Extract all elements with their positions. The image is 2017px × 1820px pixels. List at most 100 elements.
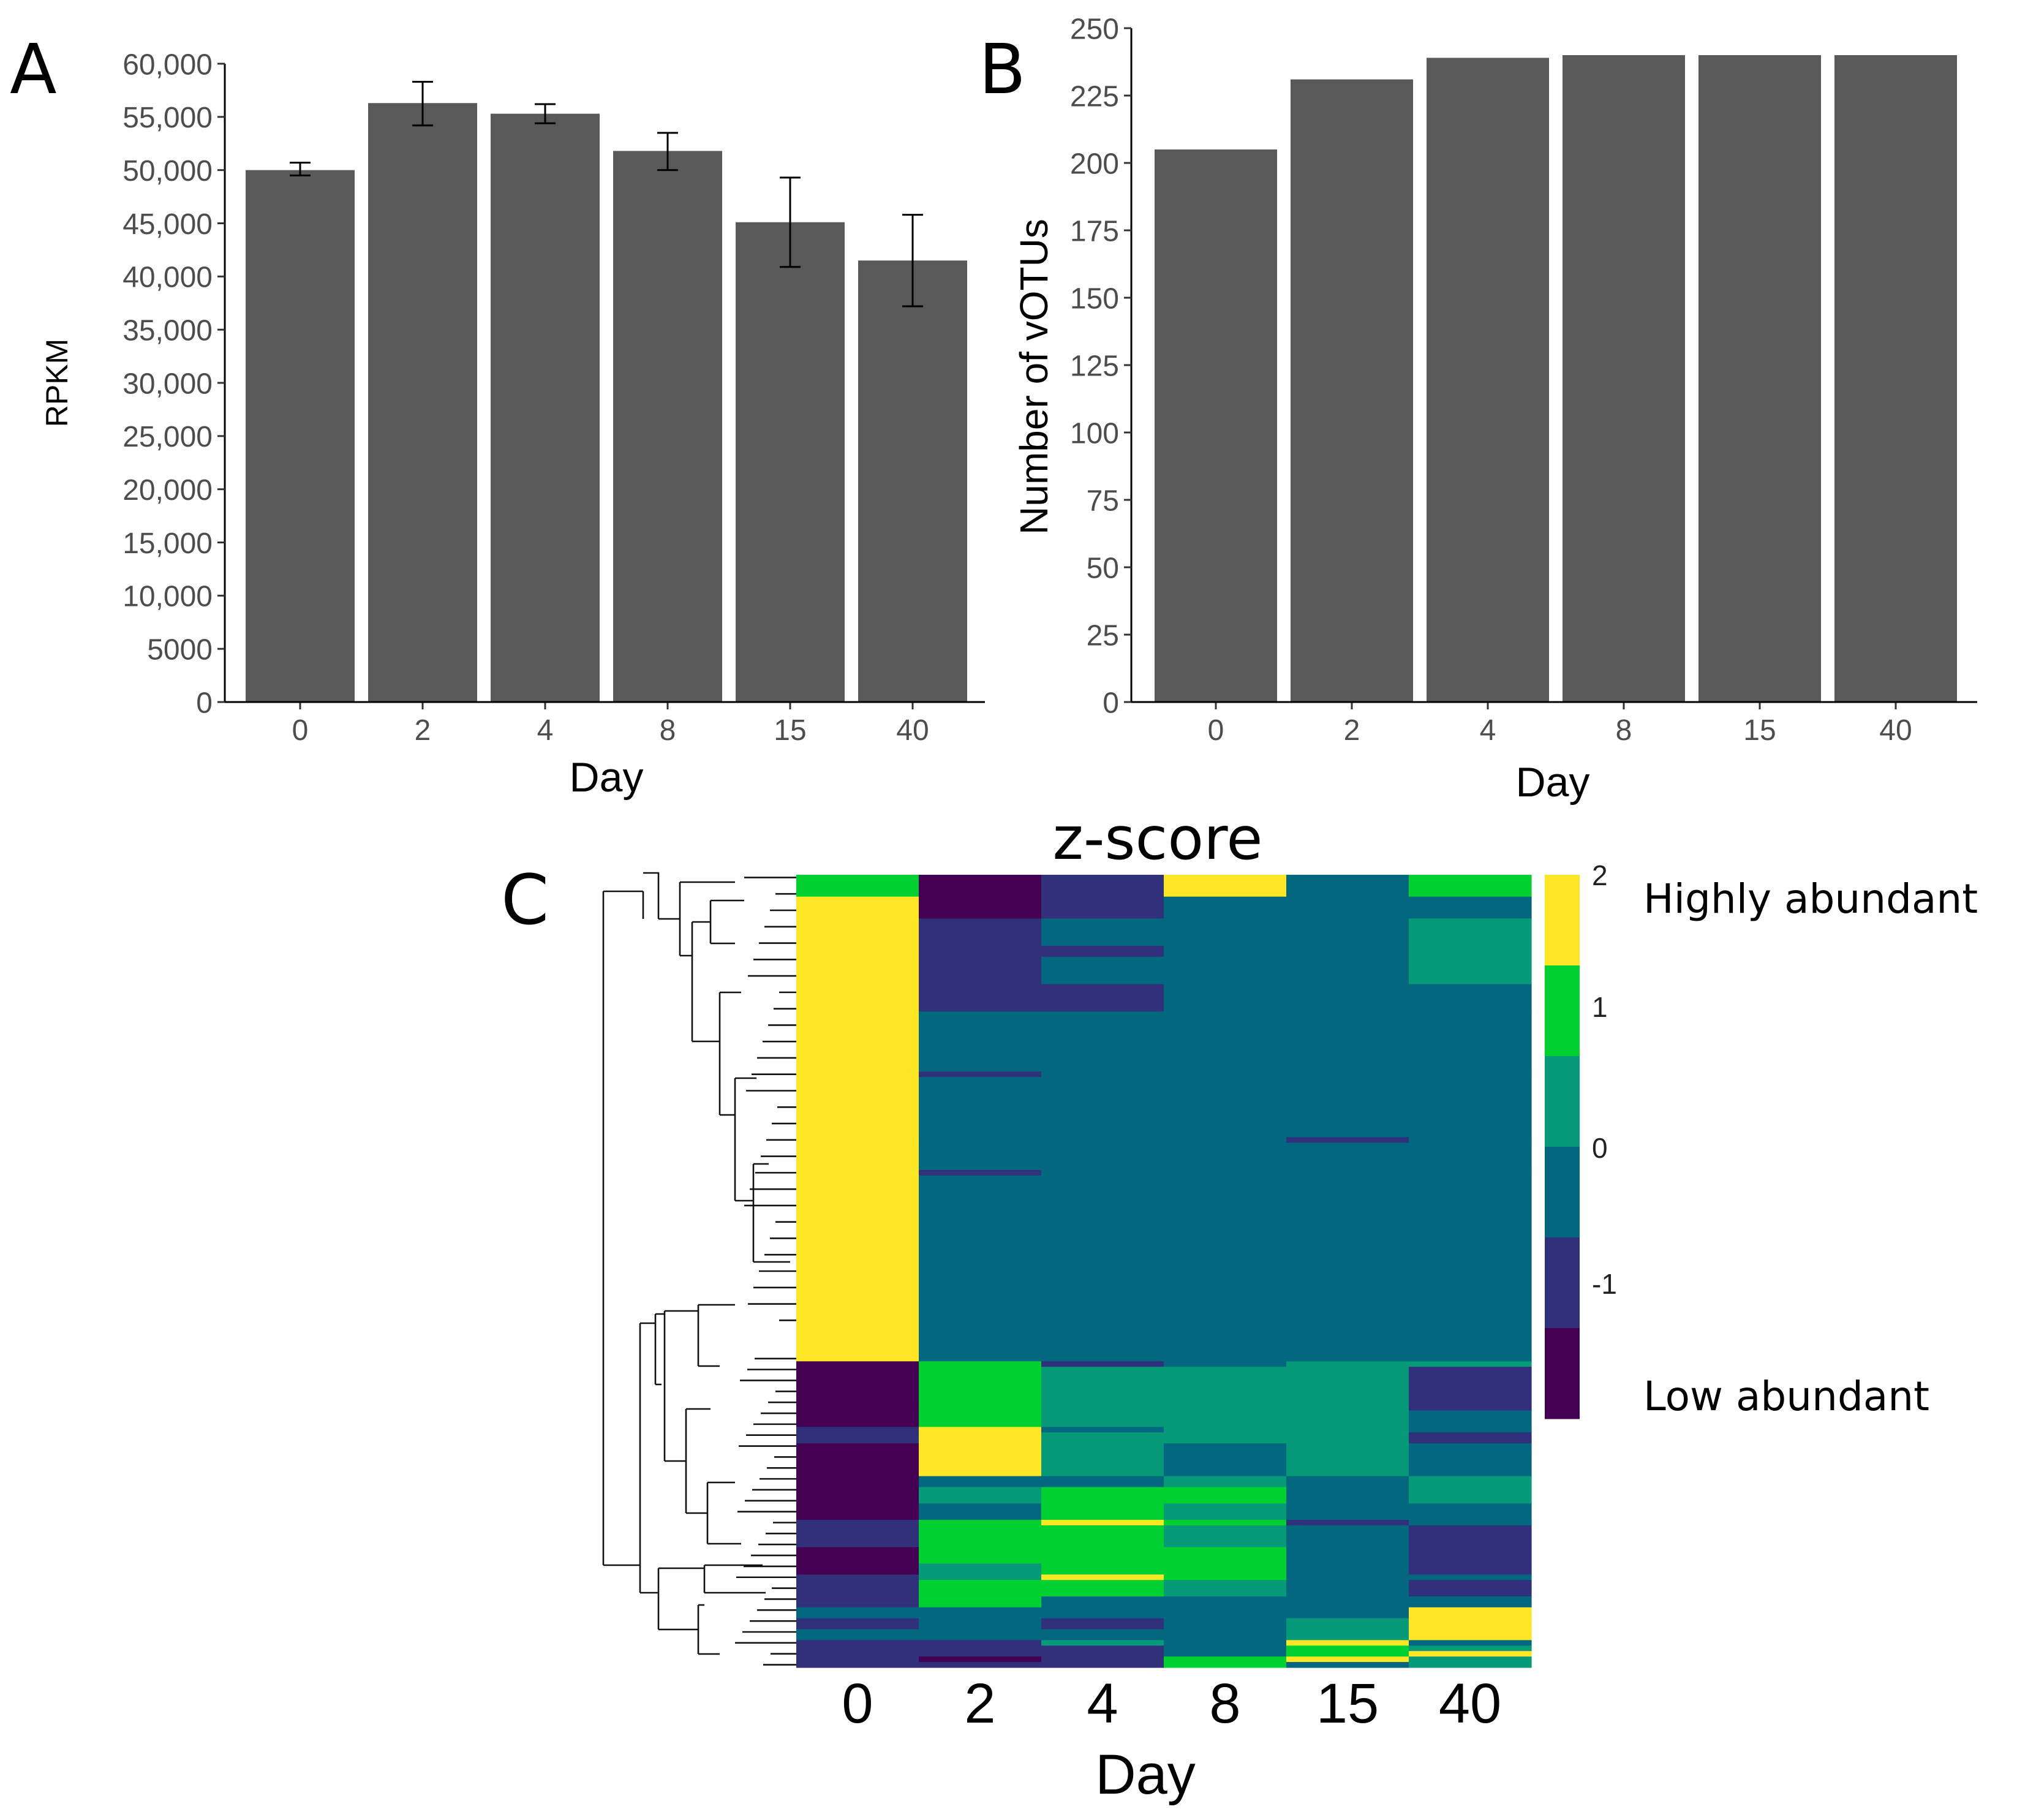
heatmap-cell: [1409, 918, 1532, 946]
heatmap-cell: [1041, 1645, 1164, 1652]
heatmap-cell: [919, 1651, 1042, 1657]
panel-a-bar-40: [858, 260, 967, 702]
heatmap-cell: [1286, 1427, 1409, 1433]
heatmap-cell: [1164, 1629, 1287, 1641]
heatmap-cell: [796, 1547, 919, 1565]
heatmap-cell: [1409, 1525, 1532, 1548]
heatmap-cell: [1164, 1596, 1287, 1608]
heatmap-cell: [1041, 1525, 1164, 1548]
heatmap-cell: [1164, 1476, 1287, 1488]
heatmap-cell: [796, 1137, 919, 1143]
heatmap-cell: [1041, 1077, 1164, 1138]
panel-b-bar-40: [1834, 55, 1957, 702]
heatmap-cell: [1164, 1432, 1287, 1444]
heatmap-cell: [1164, 1011, 1287, 1072]
panel-b-x-tick-label: 40: [1879, 714, 1912, 747]
colorbar-segment: [1545, 1237, 1580, 1329]
heatmap-cell: [1041, 1487, 1164, 1504]
panel-a-y-tick-label: 25,000: [123, 421, 213, 453]
heatmap-cell: [1164, 1361, 1287, 1367]
heatmap-cell: [1041, 1432, 1164, 1444]
heatmap-cell: [796, 1487, 919, 1504]
heatmap-column-label-0: 0: [842, 1672, 873, 1735]
panel-a-x-tick-label: 8: [660, 714, 676, 747]
heatmap-cell: [796, 1142, 919, 1171]
panel-a-error-bar-2: [412, 81, 433, 127]
heatmap-cell: [1409, 946, 1532, 957]
panel-a-bar-0: [246, 170, 355, 703]
heatmap-cell: [1286, 1137, 1409, 1143]
heatmap-cell: [1286, 1476, 1409, 1488]
heatmap-cell: [1286, 1640, 1409, 1646]
heatmap-cell: [1164, 1410, 1287, 1427]
heatmap-cell: [1286, 1410, 1409, 1427]
heatmap-cell: [1164, 1520, 1287, 1526]
heatmap-cell: [919, 1656, 1042, 1663]
heatmap-cell: [919, 1520, 1042, 1526]
dendrogram-branch: [685, 1408, 711, 1514]
colorbar-segment: [1545, 875, 1580, 966]
heatmap-cell: [919, 1137, 1042, 1143]
colorbar-segment: [1545, 965, 1580, 1057]
heatmap-cells: [796, 875, 1532, 1668]
heatmap-cell: [1041, 875, 1164, 897]
heatmap-cell: [1409, 1618, 1532, 1630]
heatmap-cell: [796, 1367, 919, 1411]
heatmap-cell: [1164, 1618, 1287, 1630]
panel-label-c: C: [501, 861, 549, 940]
heatmap-cell: [1041, 1547, 1164, 1565]
panel-b-y-tick-label: 225: [1070, 80, 1119, 113]
heatmap-cell: [1409, 1427, 1532, 1433]
panel-a-y-label: RPKM: [40, 339, 74, 427]
dendrogram-branch: [654, 1313, 665, 1386]
heatmap-cell: [1164, 896, 1287, 919]
heatmap-cell: [919, 1596, 1042, 1608]
panel-a-y-tick-label: 45,000: [123, 208, 213, 241]
heatmap-cell: [796, 984, 919, 1012]
dendrogram-branch: [703, 1564, 766, 1594]
heatmap-cell: [1041, 1563, 1164, 1575]
heatmap-cell: [1286, 875, 1409, 897]
heatmap-cell: [1164, 1454, 1287, 1477]
panel-a-y-tick-label: 40,000: [123, 262, 213, 294]
heatmap-cell: [919, 1427, 1042, 1433]
heatmap-cell: [796, 1651, 919, 1657]
heatmap-column-label-40: 40: [1439, 1672, 1501, 1735]
heatmap-cell: [919, 1077, 1042, 1138]
heatmap-cell: [1409, 1071, 1532, 1078]
panel-b-y-tick-label: 75: [1087, 485, 1119, 517]
heatmap-cell: [919, 1432, 1042, 1444]
heatmap-cell: [1164, 1487, 1287, 1504]
heatmap-cell: [919, 1476, 1042, 1488]
dendrogram-branch: [697, 1304, 735, 1367]
heatmap-cell: [1286, 1525, 1409, 1548]
heatmap-column-label-15: 15: [1316, 1672, 1379, 1735]
heatmap-cell: [1041, 1640, 1164, 1646]
heatmap-cell: [1041, 1367, 1164, 1411]
heatmap-cell: [1164, 984, 1287, 1012]
heatmap-cell: [1409, 1169, 1532, 1176]
heatmap-cell: [1409, 1563, 1532, 1575]
panel-b-bar-8: [1563, 55, 1685, 702]
panel-a-y-tick-label: 10,000: [123, 581, 213, 613]
heatmap-cell: [1286, 1011, 1409, 1072]
heatmap-cell: [1409, 1645, 1532, 1652]
heatmap-cell: [1409, 896, 1532, 919]
heatmap-cell: [1041, 956, 1164, 985]
heatmap-cell: [1409, 1503, 1532, 1520]
heatmap-cell: [796, 1476, 919, 1488]
panel-a-x-tick-label: 0: [292, 714, 309, 747]
heatmap-cell: [1409, 1596, 1532, 1608]
heatmap-cell: [796, 1580, 919, 1597]
heatmap-cell: [1041, 1574, 1164, 1580]
heatmap-cell: [1164, 1607, 1287, 1619]
heatmap-cell: [796, 875, 919, 897]
heatmap-cell: [1041, 1137, 1164, 1143]
heatmap-cell: [1164, 1077, 1287, 1138]
heatmap-cell: [1041, 1175, 1164, 1362]
heatmap-cell: [1041, 984, 1164, 1012]
panel-a-x-tick-label: 4: [537, 714, 554, 747]
heatmap-cell: [1286, 1662, 1409, 1668]
panel-a-bar-8: [613, 151, 722, 702]
